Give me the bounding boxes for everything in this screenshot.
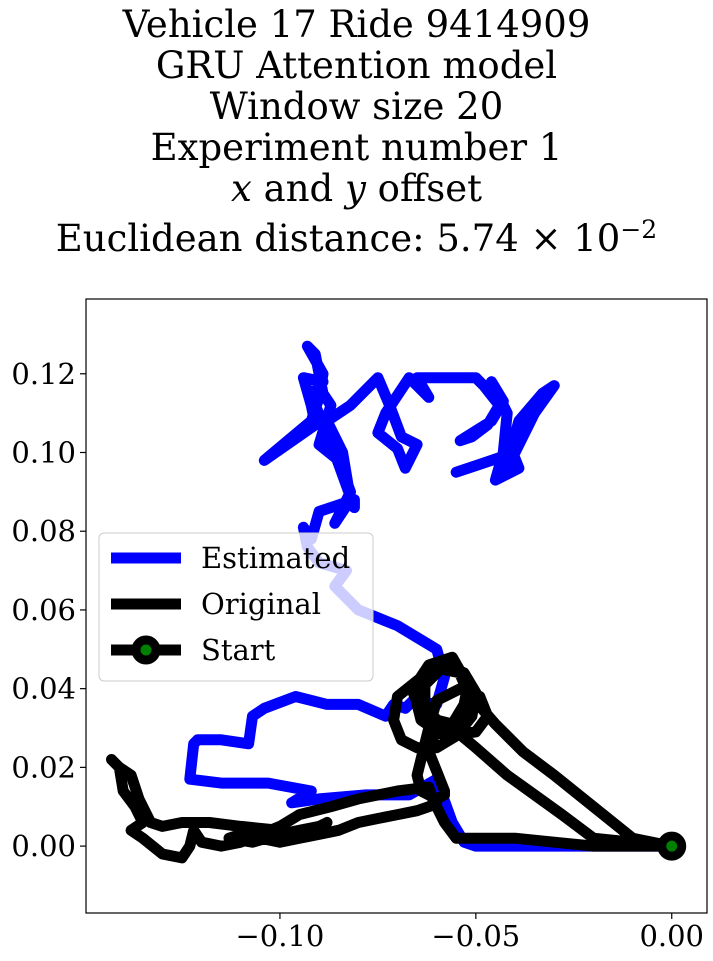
title-line-6: Euclidean distance: 5.74 × 10−2 bbox=[0, 209, 713, 259]
y-tick-label: 0.06 bbox=[11, 593, 76, 627]
plot-frame bbox=[85, 298, 708, 914]
y-tick-label: 0.10 bbox=[11, 436, 76, 470]
y-tick-label: 0.12 bbox=[11, 357, 76, 391]
legend-label-estimated: Estimated bbox=[201, 541, 350, 575]
title-line-4: Experiment number 1 bbox=[150, 126, 563, 169]
y-tick-label: 0.00 bbox=[11, 829, 76, 863]
title-offset: offset bbox=[365, 167, 482, 210]
title-line-5: x and y offset bbox=[0, 168, 713, 209]
title-exponent: −2 bbox=[620, 215, 658, 244]
series-layer bbox=[106, 340, 687, 864]
title-and: and bbox=[251, 167, 345, 210]
title-line-3: Window size 20 bbox=[209, 85, 504, 128]
series-estimated-line bbox=[184, 340, 678, 852]
axis-layer: −0.10 −0.05 0.00 0.00 0.02 0.04 0.06 0.08 0.10 0.… bbox=[11, 298, 708, 953]
legend-box bbox=[98, 532, 374, 682]
x-tick-label: −0.10 bbox=[236, 919, 325, 953]
y-tick-label: 0.08 bbox=[11, 514, 76, 548]
chart-title: Vehicle 17 Ride 9414909 GRU Attention mo… bbox=[0, 3, 713, 259]
title-y-symbol: y bbox=[345, 167, 366, 210]
title-distance: Euclidean distance: 5.74 × 10 bbox=[55, 217, 621, 260]
legend: Estimated Original Start bbox=[98, 532, 374, 682]
legend-label-start: Start bbox=[201, 633, 276, 667]
x-tick-label: −0.05 bbox=[431, 919, 520, 953]
title-line-1: Vehicle 17 Ride 9414909 bbox=[122, 3, 591, 46]
y-tick-label: 0.02 bbox=[11, 750, 76, 784]
start-marker bbox=[657, 831, 687, 861]
y-tick-label: 0.04 bbox=[11, 672, 76, 706]
title-line-2: GRU Attention model bbox=[155, 44, 558, 87]
x-tick-label: 0.00 bbox=[639, 919, 704, 953]
legend-start-marker bbox=[131, 635, 161, 665]
series-original-line bbox=[106, 651, 678, 864]
legend-label-original: Original bbox=[201, 587, 321, 621]
title-x-symbol: x bbox=[231, 167, 252, 210]
